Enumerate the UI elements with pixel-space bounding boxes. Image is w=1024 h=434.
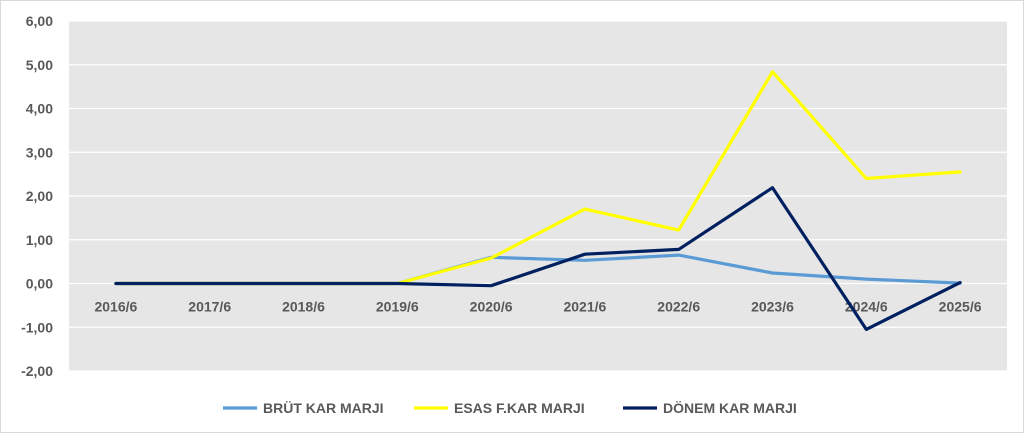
y-tick-label: 6,00 (26, 13, 53, 29)
x-tick-label: 2017/6 (188, 299, 231, 315)
x-axis-tick-labels: 2016/6 2017/6 2018/6 2019/6 2020/6 2021/6 2022… (94, 299, 981, 315)
legend: BRÜT KAR MARJI ESAS F.KAR MARJI DÖNEM KAR … (223, 400, 797, 416)
x-tick-label: 2023/6 (751, 299, 794, 315)
x-tick-label: 2022/6 (657, 299, 700, 315)
legend-entry-label: ESAS F.KAR MARJI (454, 400, 585, 416)
x-tick-label: 2018/6 (282, 299, 325, 315)
x-tick-label: 2016/6 (94, 299, 137, 315)
x-tick-label: 2025/6 (939, 299, 982, 315)
y-tick-label: 1,00 (26, 232, 53, 248)
y-tick-label: 4,00 (26, 101, 53, 117)
y-tick-label: 5,00 (26, 57, 53, 73)
series-lines (114, 70, 962, 331)
series-line-3 (114, 186, 962, 331)
x-tick-label: 2020/6 (470, 299, 513, 315)
y-tick-label: -2,00 (21, 363, 53, 379)
x-tick-label: 2019/6 (376, 299, 419, 315)
y-tick-label: 2,00 (26, 188, 53, 204)
y-axis-tick-labels: -2,00 -1,00 0,00 1,00 2,00 3,00 4,00 5,00 6,00 (21, 13, 53, 379)
y-tick-label: 3,00 (26, 144, 53, 160)
y-tick-label: 0,00 (26, 276, 53, 292)
x-tick-label: 2021/6 (563, 299, 606, 315)
y-tick-label: -1,00 (21, 319, 53, 335)
legend-entry-label: BRÜT KAR MARJI (263, 400, 384, 416)
legend-entry-label: DÖNEM KAR MARJI (663, 400, 797, 416)
